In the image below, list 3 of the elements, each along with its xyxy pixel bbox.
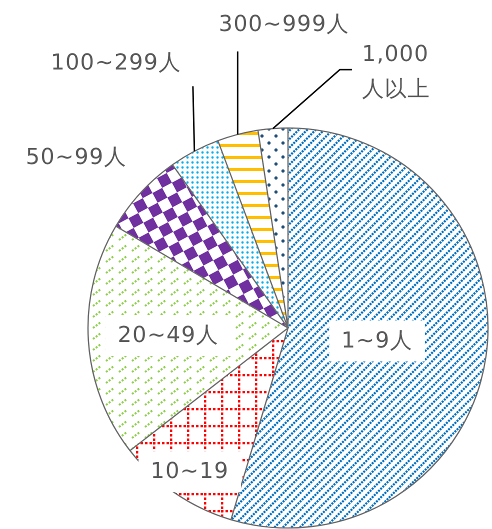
slice-label: 1~9人 bbox=[341, 328, 413, 354]
slice-label: 20~49人 bbox=[118, 323, 219, 348]
slice-label: 10~19 bbox=[150, 459, 229, 484]
